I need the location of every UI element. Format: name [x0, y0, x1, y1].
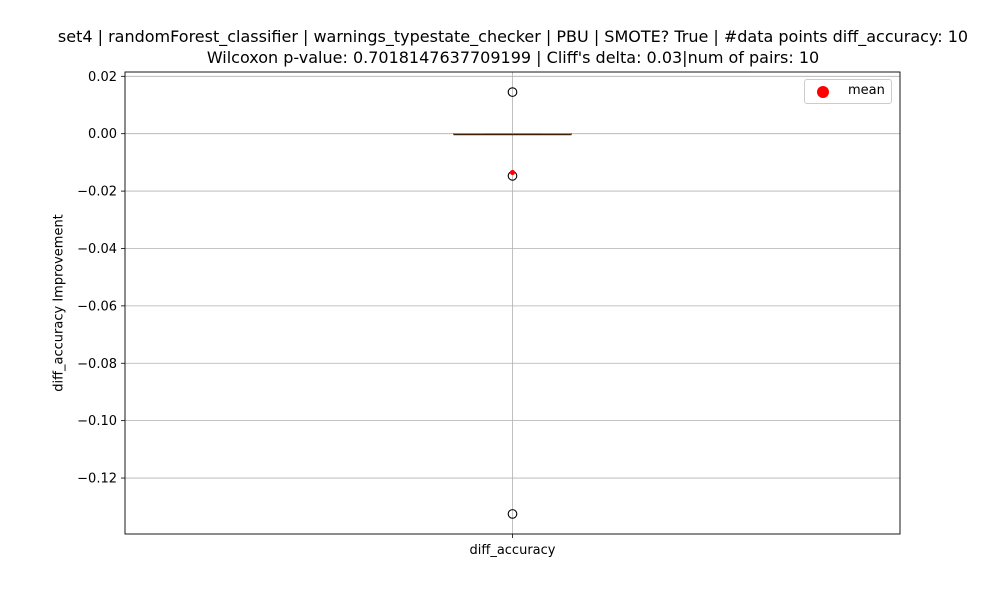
chart-title-line-2: Wilcoxon p-value: 0.7018147637709199 | C…	[206, 48, 820, 67]
y-tick-label: 0.00	[88, 127, 117, 142]
y-tick-label: −0.08	[77, 357, 117, 372]
legend-mean-label: mean	[848, 83, 885, 98]
y-tick-label: −0.02	[77, 185, 117, 200]
outlier-point	[507, 509, 518, 519]
outlier-point	[507, 87, 518, 97]
y-tick-label: −0.10	[77, 414, 117, 429]
y-tick-label: −0.04	[77, 242, 117, 257]
plot-frame	[124, 71, 901, 535]
chart-title-line-1: set4 | randomForest_classifier | warning…	[57, 27, 969, 46]
mean-point	[509, 169, 516, 176]
y-tick-label: −0.12	[77, 472, 117, 487]
y-tick-label: 0.02	[88, 70, 117, 85]
legend-mean-marker	[817, 86, 829, 98]
chart-legend: mean	[804, 79, 892, 104]
x-tick-label: diff_accuracy	[470, 543, 556, 558]
y-tick-label: −0.06	[77, 299, 117, 314]
